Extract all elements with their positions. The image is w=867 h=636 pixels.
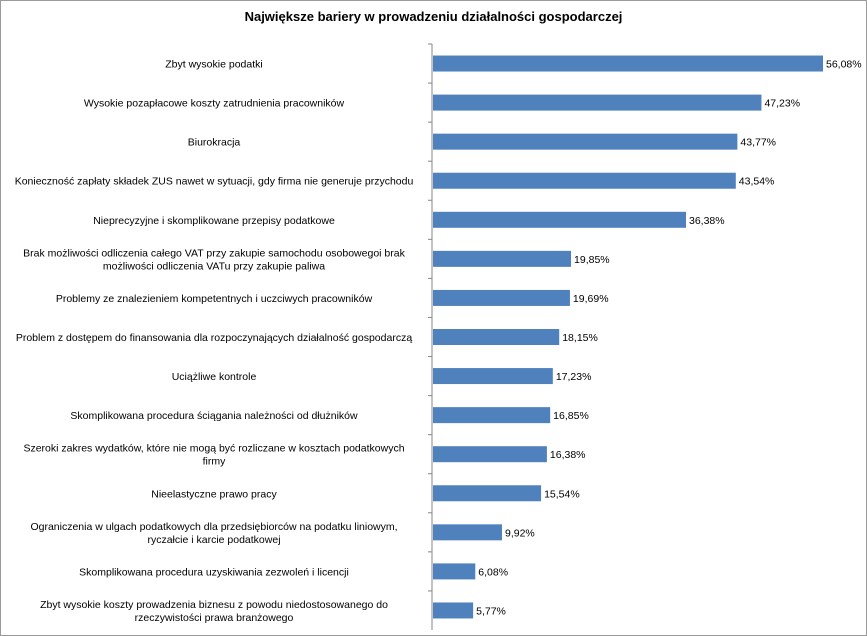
data-label: 56,08% xyxy=(826,59,862,71)
category-label: Konieczność zapłaty składek ZUS nawet w … xyxy=(15,176,414,188)
category-label-line: rzeczywistości prawa branżowego xyxy=(135,612,294,624)
category-label-line: Zbyt wysokie koszty prowadzenia biznesu … xyxy=(40,599,388,611)
data-label: 19,69% xyxy=(573,293,609,305)
data-label: 17,23% xyxy=(556,371,592,383)
bar xyxy=(433,485,542,502)
bar xyxy=(433,563,476,580)
data-label: 18,15% xyxy=(562,332,598,344)
bar xyxy=(433,211,686,228)
category-label: Ograniczenia w ulgach podatkowych dla pr… xyxy=(30,521,397,546)
data-label: 16,85% xyxy=(553,410,589,422)
category-label: Biurokracja xyxy=(188,137,241,149)
category-label-line: Brak możliwości odliczenia całego VAT pr… xyxy=(23,247,405,259)
category-label: Szeroki zakres wydatków, które nie mogą … xyxy=(23,443,404,468)
chart-title: Największe bariery w prowadzeniu działal… xyxy=(244,9,623,24)
category-label: Uciążliwe kontrole xyxy=(172,371,257,383)
category-label: Zbyt wysokie podatki xyxy=(165,59,262,71)
category-label: Problem z dostępem do finansowania dla r… xyxy=(16,332,412,344)
bar xyxy=(433,250,572,267)
data-label: 16,38% xyxy=(550,449,586,461)
category-label: Wysokie pozapłacowe koszty zatrudnienia … xyxy=(84,98,345,110)
category-label-line: firmy xyxy=(203,456,226,468)
category-label: Brak możliwości odliczenia całego VAT pr… xyxy=(23,247,405,272)
bar xyxy=(433,524,502,541)
category-label-line: Biurokracja xyxy=(188,137,241,149)
category-label: Problemy ze znalezieniem kompetentnych i… xyxy=(56,293,373,305)
data-label: 36,38% xyxy=(689,215,725,227)
category-label: Nieelastyczne prawo pracy xyxy=(151,488,277,500)
category-label-line: ryczałcie i karcie podatkowej xyxy=(147,534,280,546)
category-label-line: Skomplikowana procedura uzyskiwania zezw… xyxy=(79,566,349,578)
category-label: Zbyt wysokie koszty prowadzenia biznesu … xyxy=(40,599,388,624)
bar xyxy=(433,407,551,424)
bar xyxy=(433,368,553,385)
category-label-line: Skomplikowana procedura ściągania należn… xyxy=(70,410,358,422)
data-label: 43,54% xyxy=(739,176,775,188)
category-label-line: Szeroki zakres wydatków, które nie mogą … xyxy=(23,443,404,455)
category-label-line: Problemy ze znalezieniem kompetentnych i… xyxy=(56,293,373,305)
category-label: Nieprecyzyjne i skomplikowane przepisy p… xyxy=(93,215,335,227)
category-label-line: Nieelastyczne prawo pracy xyxy=(151,488,277,500)
category-label-line: Konieczność zapłaty składek ZUS nawet w … xyxy=(15,176,414,188)
bar xyxy=(433,602,474,619)
category-label-line: możliwości odliczenia VATu przy zakupie … xyxy=(103,260,325,272)
data-label: 15,54% xyxy=(544,488,580,500)
category-label-line: Problem z dostępem do finansowania dla r… xyxy=(16,332,412,344)
category-label-line: Nieprecyzyjne i skomplikowane przepisy p… xyxy=(93,215,335,227)
data-label: 5,77% xyxy=(476,605,506,617)
bar xyxy=(433,55,823,72)
category-label-line: Zbyt wysokie podatki xyxy=(165,59,262,71)
data-label: 9,92% xyxy=(505,527,535,539)
bar xyxy=(433,446,547,463)
data-label: 19,85% xyxy=(574,254,610,266)
category-label-line: Ograniczenia w ulgach podatkowych dla pr… xyxy=(30,521,397,533)
category-label-line: Uciążliwe kontrole xyxy=(172,371,257,383)
bar xyxy=(433,133,738,150)
category-label: Skomplikowana procedura ściągania należn… xyxy=(70,410,358,422)
bar xyxy=(433,94,762,111)
bar xyxy=(433,329,560,345)
category-label-line: Wysokie pozapłacowe koszty zatrudnienia … xyxy=(84,98,345,110)
bar xyxy=(433,289,570,306)
bar xyxy=(433,172,736,189)
category-label: Skomplikowana procedura uzyskiwania zezw… xyxy=(79,566,349,578)
data-label: 6,08% xyxy=(478,566,508,578)
data-label: 43,77% xyxy=(740,137,776,149)
data-label: 47,23% xyxy=(764,98,800,110)
